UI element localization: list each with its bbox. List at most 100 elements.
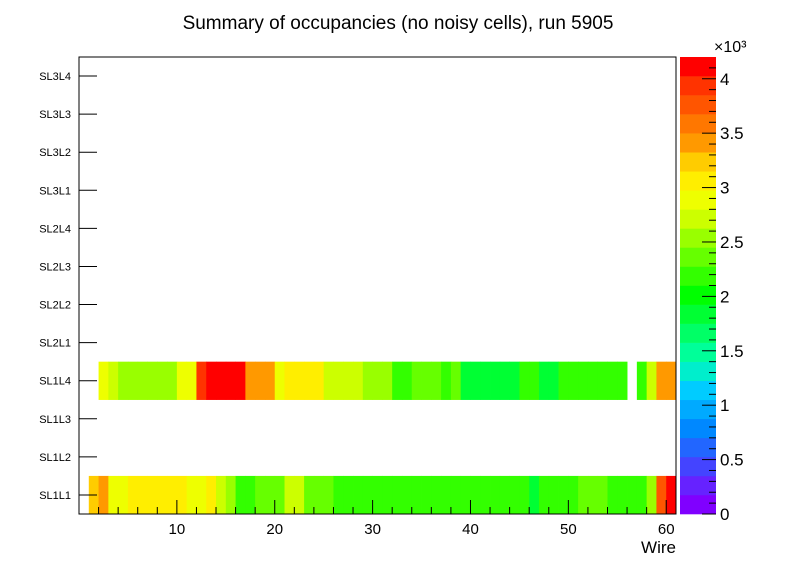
plot-frame bbox=[78, 56, 677, 515]
heatmap-cell bbox=[597, 361, 608, 400]
heatmap-cell bbox=[538, 475, 550, 515]
x-axis-title: Wire bbox=[641, 538, 676, 557]
y-tick-label: SL1L4 bbox=[39, 376, 71, 388]
color-scale-swatch bbox=[680, 266, 716, 286]
z-tick-label: 2 bbox=[720, 287, 729, 306]
color-scale-swatch bbox=[680, 399, 716, 420]
heatmap-cell bbox=[255, 361, 266, 400]
heatmap-cell bbox=[666, 361, 677, 400]
heatmap-cell bbox=[636, 361, 648, 400]
color-scale-swatch bbox=[680, 171, 716, 191]
color-scale-swatch bbox=[680, 95, 716, 115]
heatmap-cell bbox=[362, 475, 374, 515]
heatmap-cell bbox=[568, 475, 579, 515]
heatmap-cell bbox=[196, 361, 207, 400]
heatmap-cell bbox=[294, 475, 305, 515]
color-scale-swatch bbox=[680, 304, 716, 324]
heatmap-cell bbox=[294, 361, 305, 400]
heatmap-cell bbox=[450, 475, 462, 515]
heatmap-cell bbox=[656, 361, 667, 400]
heatmap-cell bbox=[636, 475, 648, 515]
color-scale-swatch bbox=[680, 152, 716, 172]
y-tick-label: SL3L3 bbox=[39, 109, 71, 121]
heatmap-cell bbox=[509, 475, 520, 515]
heatmap-cell bbox=[225, 475, 236, 515]
z-tick-label: 0.5 bbox=[720, 451, 744, 470]
x-tick-label: 20 bbox=[266, 521, 283, 538]
color-scale-swatch bbox=[680, 380, 716, 401]
x-axis: 10 20 30 40 50 60 bbox=[98, 500, 675, 538]
heatmap-cell bbox=[137, 361, 148, 400]
heatmap-cell bbox=[480, 475, 491, 515]
heatmap-cell bbox=[304, 361, 315, 400]
color-scale-axis: 0 0.5 1 1.5 2 2.5 3 3.5 4 bbox=[702, 67, 744, 524]
heatmap-cell bbox=[147, 361, 158, 400]
heatmap-cell bbox=[431, 361, 442, 400]
heatmap-cell bbox=[323, 475, 334, 515]
heatmap-cell bbox=[656, 475, 667, 515]
heatmap-cell bbox=[98, 475, 109, 515]
heatmap-cell bbox=[666, 475, 677, 515]
heatmap-cell bbox=[587, 361, 599, 400]
color-scale-swatch bbox=[680, 418, 716, 439]
heatmap-cell bbox=[333, 361, 344, 400]
heatmap-cell bbox=[284, 475, 295, 515]
heatmap-cell bbox=[411, 475, 422, 515]
heatmap-cell bbox=[646, 361, 657, 400]
z-tick-label: 1.5 bbox=[720, 342, 744, 361]
z-tick-label: 3.5 bbox=[720, 124, 744, 143]
heatmap-cell bbox=[235, 361, 246, 400]
y-tick-label: SL2L3 bbox=[39, 261, 71, 273]
z-tick-label: 2.5 bbox=[720, 233, 744, 252]
heatmap-cell bbox=[176, 475, 188, 515]
heatmap-cell bbox=[431, 475, 442, 515]
heatmap-cell bbox=[264, 475, 276, 515]
z-tick-label: 4 bbox=[720, 70, 729, 89]
y-tick-label: SL1L1 bbox=[39, 490, 71, 502]
heatmap-cell bbox=[186, 361, 197, 400]
heatmap-cell bbox=[450, 361, 462, 400]
heatmap-cell bbox=[401, 475, 413, 515]
heatmap-cell bbox=[646, 475, 657, 515]
heatmap-cell bbox=[167, 475, 178, 515]
y-tick-label: SL3L1 bbox=[39, 185, 71, 197]
heatmap-cell bbox=[353, 361, 364, 400]
y-tick-label: SL1L2 bbox=[39, 452, 71, 464]
color-scale-swatch bbox=[680, 494, 716, 515]
y-tick-label: SL3L2 bbox=[39, 147, 71, 159]
y-tick-label: SL1L3 bbox=[39, 414, 71, 426]
color-scale-swatch bbox=[680, 475, 716, 496]
color-scale-swatch bbox=[680, 114, 716, 134]
heatmap-cell bbox=[284, 361, 295, 400]
color-scale-multiplier: ×10³ bbox=[714, 39, 747, 56]
color-scale-swatch bbox=[680, 361, 716, 382]
color-scale-swatch bbox=[680, 323, 716, 343]
z-tick-label: 3 bbox=[720, 179, 729, 198]
heatmap-cell bbox=[157, 475, 168, 515]
heatmap-cell bbox=[245, 361, 256, 400]
heatmap-cell bbox=[578, 475, 589, 515]
heatmap-cell bbox=[548, 475, 559, 515]
color-scale-swatch bbox=[680, 456, 716, 477]
plot-area bbox=[79, 57, 676, 514]
y-tick-label: SL2L4 bbox=[39, 223, 71, 235]
heatmap-cell bbox=[529, 475, 540, 515]
color-scale-swatch bbox=[680, 228, 716, 248]
heatmap-cell bbox=[578, 361, 589, 400]
y-tick-label: SL2L1 bbox=[39, 338, 71, 350]
heatmap-cell bbox=[176, 361, 188, 400]
color-scale-swatch bbox=[680, 285, 716, 305]
heatmap-cell bbox=[196, 475, 207, 515]
heatmap-cell bbox=[255, 475, 266, 515]
heatmap-cell bbox=[617, 475, 628, 515]
heatmap-cell bbox=[137, 475, 148, 515]
heatmap-cell bbox=[382, 361, 393, 400]
heatmap-cell bbox=[118, 361, 129, 400]
heatmap-cell bbox=[490, 361, 501, 400]
heatmap-cell bbox=[108, 475, 119, 515]
heatmap-cell bbox=[127, 361, 139, 400]
x-tick-label: 40 bbox=[462, 521, 479, 538]
heatmap-cell bbox=[607, 361, 618, 400]
heatmap-cell bbox=[225, 361, 236, 400]
